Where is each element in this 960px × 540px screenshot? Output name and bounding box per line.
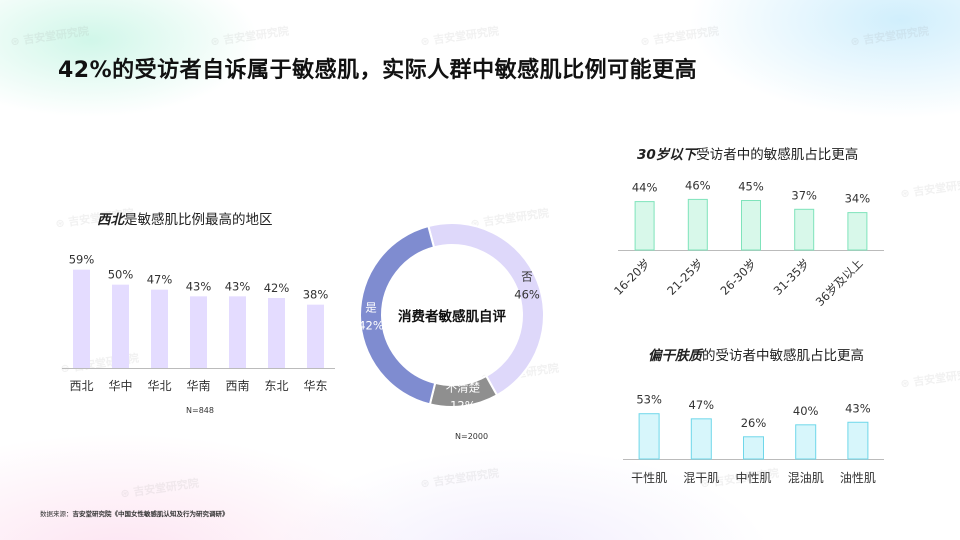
skin-value-label: 26% xyxy=(741,416,767,430)
region-category-label: 华北 xyxy=(147,379,171,393)
region-bar xyxy=(268,298,285,368)
region-value-label: 38% xyxy=(303,288,329,302)
donut-slice-name: 否 xyxy=(521,270,533,284)
age-value-label: 34% xyxy=(845,192,871,206)
skin-bar xyxy=(847,421,869,460)
region-category-label: 华中 xyxy=(108,378,132,393)
donut-slice-name: 不清楚 xyxy=(446,380,481,394)
region-bar xyxy=(307,304,324,368)
skin-category-label: 混油肌 xyxy=(788,471,824,485)
skin-bar xyxy=(690,418,712,460)
region-category-label: 东北 xyxy=(264,379,288,393)
donut-slice-value: 46% xyxy=(514,288,540,302)
skin-value-label: 53% xyxy=(636,393,662,407)
source-org: 吉安堂研究院 xyxy=(72,510,112,518)
age-chart-title: 30岁以下受访者中的敏感肌占比更高 xyxy=(637,143,858,163)
age-category-label: 21-25岁 xyxy=(664,256,706,298)
skin-category-label: 混干肌 xyxy=(683,471,719,485)
age-value-label: 44% xyxy=(632,181,658,195)
region-bar xyxy=(73,269,90,368)
age-title-rest: 受访者中的敏感肌占比更高 xyxy=(696,147,859,163)
region-value-label: 43% xyxy=(225,279,251,293)
donut-slice xyxy=(359,224,437,406)
donut-slice-value: 42% xyxy=(358,319,384,333)
region-bar xyxy=(229,296,246,368)
region-value-label: 42% xyxy=(264,281,290,295)
source-prefix: 数据来源： xyxy=(40,510,73,518)
skin-bar xyxy=(638,413,660,460)
age-value-label: 46% xyxy=(685,178,711,192)
region-chart-title: 西北是敏感肌比例最高的地区 xyxy=(97,208,273,228)
age-category-label: 26-30岁 xyxy=(717,256,759,298)
region-title-bold: 西北 xyxy=(97,212,124,228)
skin-value-label: 47% xyxy=(689,398,715,412)
skin-category-label: 油性肌 xyxy=(840,471,876,485)
age-category-label: 36岁及以上 xyxy=(813,256,866,309)
page-title: 42%的受访者自诉属于敏感肌，实际人群中敏感肌比例可能更高 xyxy=(58,58,698,83)
age-category-label: 16-20岁 xyxy=(611,256,653,298)
region-title-rest: 是敏感肌比例最高的地区 xyxy=(124,212,273,228)
skin-title-rest: 的受访者中敏感肌占比更高 xyxy=(702,348,864,364)
region-bar xyxy=(190,296,207,368)
skin-bar xyxy=(743,436,764,460)
age-bar xyxy=(687,198,708,251)
region-value-label: 47% xyxy=(147,273,173,287)
donut-slice-value: 12% xyxy=(450,398,476,412)
region-value-label: 50% xyxy=(108,268,134,282)
age-bar xyxy=(847,212,868,251)
region-sample-size: N=848 xyxy=(186,406,214,415)
age-bar xyxy=(741,200,761,251)
skin-category-label: 干性肌 xyxy=(631,471,667,485)
region-category-label: 华南 xyxy=(186,378,210,393)
source-report: 《中国女性敏感肌认知及行为研究调研》 xyxy=(111,510,229,518)
skin-value-label: 40% xyxy=(793,404,819,418)
region-value-label: 59% xyxy=(69,253,95,267)
skin-category-label: 中性肌 xyxy=(735,470,771,485)
skin-title-bold: 偏干肤质 xyxy=(648,348,702,364)
age-value-label: 45% xyxy=(738,180,764,194)
region-category-label: 西南 xyxy=(225,378,249,393)
donut-center-label: 消费者敏感肌自评 xyxy=(398,308,506,325)
data-source-note: 数据来源：吉安堂研究院《中国女性敏感肌认知及行为研究调研》 xyxy=(40,508,229,518)
skin-value-label: 43% xyxy=(845,401,871,415)
region-category-label: 西北 xyxy=(69,379,93,393)
age-title-bold: 30岁以下 xyxy=(637,147,697,163)
skin-chart-title: 偏干肤质的受访者中敏感肌占比更高 xyxy=(648,344,864,364)
age-bar xyxy=(634,201,655,251)
region-value-label: 43% xyxy=(186,279,212,293)
skin-bar xyxy=(795,424,817,460)
age-bar xyxy=(794,208,815,251)
region-category-label: 华东 xyxy=(303,379,327,393)
age-value-label: 37% xyxy=(791,188,817,202)
region-bar xyxy=(112,284,129,368)
donut-slice-name: 是 xyxy=(365,301,377,315)
region-bar xyxy=(151,289,168,368)
donut-sample-size: N=2000 xyxy=(455,432,489,441)
age-category-label: 31-35岁 xyxy=(771,256,813,298)
